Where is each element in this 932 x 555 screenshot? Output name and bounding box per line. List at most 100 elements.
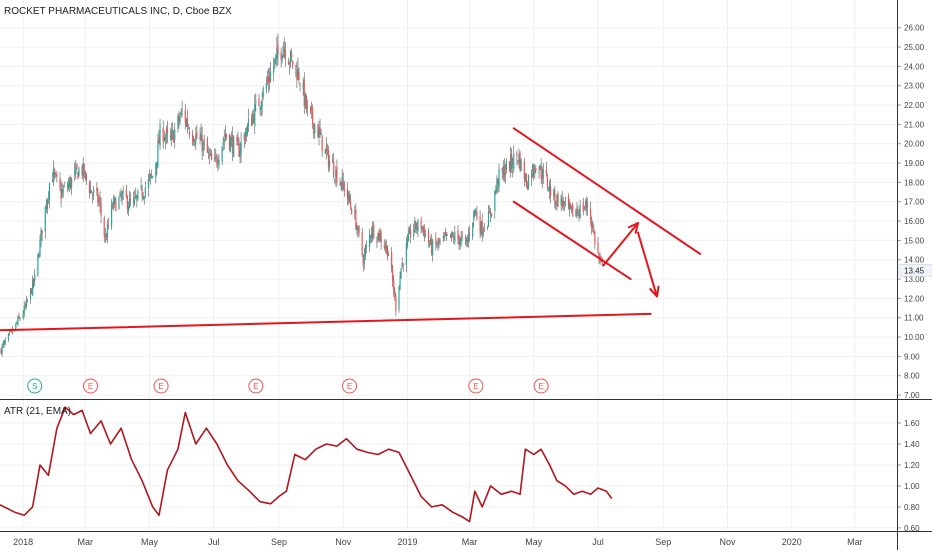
candle-body bbox=[324, 148, 326, 154]
last-price-label: 13.45 bbox=[904, 266, 925, 275]
price-tick-label: 10.00 bbox=[904, 333, 925, 342]
candle-body bbox=[106, 224, 108, 238]
candle-body bbox=[550, 186, 552, 196]
candle-body bbox=[380, 232, 382, 243]
candle-body bbox=[428, 243, 431, 245]
candle-body bbox=[246, 125, 249, 135]
candle-body bbox=[7, 333, 10, 340]
candle-body bbox=[52, 179, 54, 183]
candle-body bbox=[464, 238, 466, 239]
earnings-event-marker[interactable] bbox=[468, 378, 484, 394]
earnings-event-marker[interactable] bbox=[83, 378, 99, 394]
candle-body bbox=[251, 119, 253, 126]
candle-body bbox=[313, 122, 315, 133]
candle-body bbox=[78, 168, 80, 176]
x-tick-label: Nov bbox=[335, 537, 352, 547]
candle-body bbox=[55, 174, 57, 176]
earnings-event-marker[interactable] bbox=[533, 378, 549, 394]
candle-body bbox=[348, 195, 351, 202]
candle-body bbox=[296, 69, 298, 81]
candle-body bbox=[67, 183, 70, 188]
earnings-event-marker[interactable] bbox=[342, 378, 358, 394]
candle-body bbox=[63, 185, 65, 187]
candle-body bbox=[317, 124, 319, 138]
candle-body bbox=[288, 62, 291, 64]
candle-body bbox=[258, 98, 260, 107]
candle-body bbox=[384, 245, 386, 249]
candle-body bbox=[510, 154, 512, 170]
candle-body bbox=[443, 236, 445, 239]
candle-body bbox=[211, 153, 213, 161]
price-tick-label: 14.00 bbox=[904, 256, 925, 265]
candle-body bbox=[110, 204, 113, 227]
candle-body bbox=[450, 233, 452, 238]
candle-body bbox=[335, 169, 337, 179]
candle-body bbox=[592, 225, 594, 228]
candle-body bbox=[253, 113, 255, 123]
price-tick-label: 21.00 bbox=[904, 120, 925, 129]
candle-body bbox=[97, 191, 99, 203]
candle-body bbox=[215, 154, 217, 157]
candle-body bbox=[423, 227, 425, 238]
candle-body bbox=[149, 173, 152, 179]
grid-layer bbox=[0, 0, 897, 530]
candle-body bbox=[395, 295, 397, 311]
x-tick-label: Mar bbox=[847, 537, 863, 547]
candle-body bbox=[199, 136, 201, 140]
candle-body bbox=[113, 198, 115, 206]
earnings-event-marker[interactable] bbox=[153, 378, 169, 394]
x-tick-label: May bbox=[525, 537, 543, 547]
candle-body bbox=[354, 210, 356, 213]
candle-body bbox=[260, 104, 262, 110]
price-tick-label: 17.00 bbox=[904, 198, 925, 207]
price-tick-label: 11.00 bbox=[904, 314, 924, 323]
candle-body bbox=[66, 187, 68, 188]
price-tick-label: 19.00 bbox=[904, 159, 925, 168]
candle-body bbox=[18, 315, 20, 318]
candle-body bbox=[172, 129, 174, 132]
candle-body bbox=[262, 88, 264, 97]
candle-body bbox=[107, 224, 110, 226]
candle-body bbox=[143, 196, 145, 200]
candle-body bbox=[53, 169, 55, 178]
candle-body bbox=[479, 216, 481, 234]
candle-body bbox=[208, 155, 211, 156]
candle-body bbox=[357, 226, 359, 232]
candle-body bbox=[483, 228, 485, 230]
candle-body bbox=[363, 253, 365, 264]
candle-body bbox=[465, 239, 467, 242]
candle-body bbox=[442, 236, 444, 238]
candle-body bbox=[480, 222, 482, 234]
candle-body bbox=[267, 76, 270, 83]
candle-body bbox=[524, 175, 526, 180]
candle-body bbox=[585, 201, 588, 209]
candle-body bbox=[207, 151, 210, 153]
candle-body bbox=[364, 248, 366, 255]
earnings-event-marker[interactable] bbox=[248, 378, 264, 394]
candle-body bbox=[336, 167, 338, 183]
candle-body bbox=[196, 131, 198, 139]
candle-body bbox=[475, 211, 477, 213]
candle-body bbox=[252, 114, 254, 124]
candle-body bbox=[68, 179, 71, 188]
candle-body bbox=[597, 242, 599, 253]
candle-body bbox=[69, 177, 72, 188]
candle-body bbox=[174, 129, 176, 141]
candle-body bbox=[347, 192, 350, 201]
candle-body bbox=[513, 154, 515, 169]
candle-body bbox=[137, 190, 139, 199]
candle-body bbox=[193, 138, 195, 143]
candle-body bbox=[327, 150, 330, 168]
candle-body bbox=[2, 343, 4, 346]
candle-body bbox=[533, 167, 535, 173]
candle-body bbox=[452, 235, 454, 237]
candle-body bbox=[567, 195, 570, 208]
candle-body bbox=[538, 171, 540, 173]
candle-body bbox=[19, 318, 21, 320]
candle-body bbox=[261, 99, 263, 108]
candle-body bbox=[578, 213, 580, 217]
split-event-marker[interactable] bbox=[27, 378, 43, 394]
candle-body bbox=[243, 133, 245, 140]
